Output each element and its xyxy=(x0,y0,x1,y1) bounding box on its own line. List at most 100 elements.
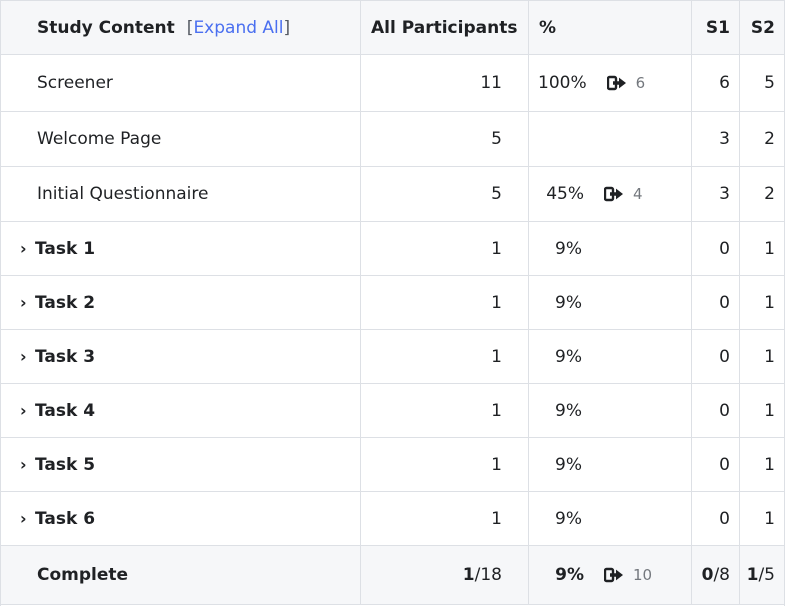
exit-indicator: 6 xyxy=(606,74,646,92)
all-count: 1 xyxy=(361,330,529,383)
s1-count: 0 xyxy=(692,492,740,545)
s2-count: 1 xyxy=(764,238,775,259)
all-count: 1 xyxy=(361,438,529,491)
percent-cell: 100% 6 xyxy=(529,55,692,111)
exit-count: 4 xyxy=(633,185,643,203)
all-count: 1 xyxy=(361,492,529,545)
complete-percent: 9% xyxy=(555,565,584,585)
chevron-right-icon[interactable]: › xyxy=(20,509,27,528)
all-count: 5 xyxy=(361,112,529,166)
percent-value: 45% xyxy=(546,184,584,204)
s1-count: 0 xyxy=(692,384,740,437)
table-footer: Complete 1/18 9% 10 0/8 1/5 xyxy=(1,546,784,605)
s1-count: 0 xyxy=(692,222,740,275)
task-label: Task 3 xyxy=(35,346,96,367)
complete-s1-den: /8 xyxy=(713,565,730,585)
chevron-right-icon[interactable]: › xyxy=(20,455,27,474)
task-row[interactable]: › Task 6 1 9% 0 1 xyxy=(1,492,784,546)
s2-count: 1 xyxy=(764,292,775,313)
percent-cell: 9% xyxy=(529,384,692,437)
s1-count: 3 xyxy=(692,167,740,221)
expand-all-link[interactable]: [Expand All] xyxy=(186,17,291,38)
complete-all-den: /18 xyxy=(474,565,502,585)
percent-value: 100% xyxy=(538,73,587,93)
s1-count: 6 xyxy=(692,55,740,111)
exit-count: 6 xyxy=(635,74,646,92)
percent-cell: 45% 4 xyxy=(529,167,692,221)
percent-cell: 9% xyxy=(529,438,692,491)
s2-count: 2 xyxy=(764,184,775,204)
task-row[interactable]: › Task 1 1 9% 0 1 xyxy=(1,222,784,276)
table-row: Welcome Page 5 3 2 xyxy=(1,112,784,167)
exit-indicator: 4 xyxy=(604,185,643,203)
percent-cell: 9% xyxy=(529,492,692,545)
task-label: Task 4 xyxy=(35,400,96,421)
task-row[interactable]: › Task 4 1 9% 0 1 xyxy=(1,384,784,438)
complete-s2-den: /5 xyxy=(758,565,775,585)
task-row[interactable]: › Task 5 1 9% 0 1 xyxy=(1,438,784,492)
task-label-cell[interactable]: › Task 5 xyxy=(1,438,361,491)
complete-label: Complete xyxy=(1,546,361,604)
percent-header[interactable]: % xyxy=(529,1,692,54)
chevron-right-icon[interactable]: › xyxy=(20,347,27,366)
exit-count: 10 xyxy=(633,566,653,584)
s2-header[interactable]: S2 xyxy=(750,17,775,38)
complete-s1-count: 0/8 xyxy=(692,546,740,604)
row-label: Welcome Page xyxy=(1,112,361,166)
all-count: 1 xyxy=(361,276,529,329)
percent-cell xyxy=(529,112,692,166)
complete-s2-count: 1/5 xyxy=(740,546,784,604)
all-count: 5 xyxy=(361,167,529,221)
table-row: Screener 11 100% 6 6 5 xyxy=(1,55,784,112)
task-label-cell[interactable]: › Task 4 xyxy=(1,384,361,437)
task-label-cell[interactable]: › Task 2 xyxy=(1,276,361,329)
percent-cell: 9% xyxy=(529,222,692,275)
s2-count: 1 xyxy=(764,508,775,529)
table-row: Initial Questionnaire 5 45% 4 3 2 xyxy=(1,167,784,222)
s1-count: 0 xyxy=(692,438,740,491)
all-participants-header[interactable]: All Participants xyxy=(361,1,529,54)
s1-count: 3 xyxy=(692,112,740,166)
s2-count: 5 xyxy=(764,73,775,93)
chevron-right-icon[interactable]: › xyxy=(20,401,27,420)
complete-all-num: 1 xyxy=(462,565,475,585)
percent-value: 9% xyxy=(555,508,582,529)
study-content-header: Study Content [Expand All] xyxy=(1,1,361,54)
task-row[interactable]: › Task 2 1 9% 0 1 xyxy=(1,276,784,330)
task-label: Task 6 xyxy=(35,508,96,529)
percent-cell: 9% xyxy=(529,330,692,383)
s1-count: 0 xyxy=(692,330,740,383)
chevron-right-icon[interactable]: › xyxy=(20,293,27,312)
task-label: Task 5 xyxy=(35,454,96,475)
complete-all-count: 1/18 xyxy=(361,546,529,604)
task-label: Task 2 xyxy=(35,292,96,313)
percent-value: 9% xyxy=(555,292,582,313)
task-label-cell[interactable]: › Task 6 xyxy=(1,492,361,545)
percent-value: 9% xyxy=(555,400,582,421)
table-header: Study Content [Expand All] All Participa… xyxy=(1,0,784,55)
complete-percent-cell: 9% 10 xyxy=(529,546,692,604)
complete-s2-num: 1 xyxy=(746,565,759,585)
exit-arrow-icon xyxy=(606,75,626,91)
exit-arrow-icon xyxy=(604,567,623,583)
s2-count: 2 xyxy=(764,129,775,149)
row-label: Initial Questionnaire xyxy=(1,167,361,221)
task-label-cell[interactable]: › Task 1 xyxy=(1,222,361,275)
chevron-right-icon[interactable]: › xyxy=(20,239,27,258)
all-count: 1 xyxy=(361,222,529,275)
complete-s1-num: 0 xyxy=(701,565,714,585)
s1-count: 0 xyxy=(692,276,740,329)
s2-count: 1 xyxy=(764,454,775,475)
percent-value: 9% xyxy=(555,454,582,475)
percent-value: 9% xyxy=(555,346,582,367)
s1-header[interactable]: S1 xyxy=(692,1,740,54)
exit-indicator: 10 xyxy=(604,566,652,584)
task-row[interactable]: › Task 3 1 9% 0 1 xyxy=(1,330,784,384)
percent-cell: 9% xyxy=(529,276,692,329)
row-label: Screener xyxy=(1,55,361,111)
all-count: 1 xyxy=(361,384,529,437)
all-count: 11 xyxy=(361,55,529,111)
task-label-cell[interactable]: › Task 3 xyxy=(1,330,361,383)
task-label: Task 1 xyxy=(35,238,96,259)
